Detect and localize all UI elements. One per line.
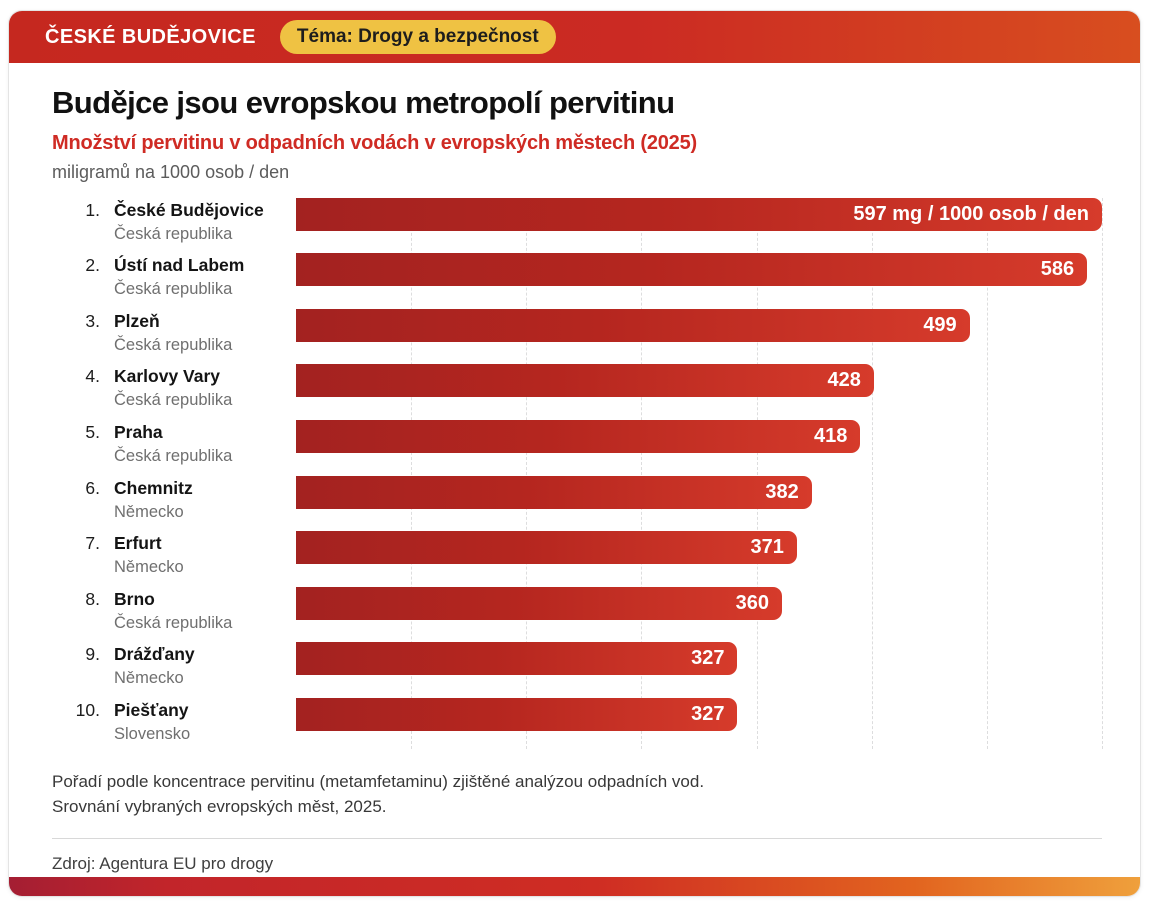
bar-zone: 499 [296,308,1102,342]
city-block: Erfurt Německo [100,531,296,578]
country-label: Německo [114,669,184,688]
rank-label: 1. [85,199,100,220]
bar-zone: 586 [296,253,1102,287]
gridline [1102,197,1103,750]
city-label: Ústí nad Labem [114,255,245,276]
city-block: Piešťany Slovensko [100,698,296,745]
chart-subtitle: Množství pervitinu v odpadních vodách v … [52,131,697,154]
bar-zone: 371 [296,531,1102,565]
chart-row: 9. Drážďany Německo 327 [52,642,1102,698]
value-bar: 360 [296,586,783,620]
city-label: České Budějovice [114,199,264,220]
content-area: Budějce jsou evropskou metropolí perviti… [9,63,1140,877]
chart-rows: 1. České Budějovice Česká republika 597 … [52,197,1102,754]
chart-row: 4. Karlovy Vary Česká republika 428 [52,364,1102,420]
chart-units-label: miligramů na 1000 osob / den [52,161,290,182]
chart-row: 7. Erfurt Německo 371 [52,531,1102,587]
city-label: Plzeň [114,310,160,331]
city-label: Erfurt [114,533,162,554]
value-label: 327 [691,647,725,670]
chart-row: 5. Praha Česká republika 418 [52,419,1102,476]
footnote: Pořadí podle koncentrace pervitinu (meta… [52,770,1102,818]
country-label: Německo [114,558,184,577]
rank-label: 9. [85,644,100,665]
value-bar: 586 [296,253,1088,287]
bar-zone: 597 mg / 1000 osob / den [296,197,1102,231]
value-bar: 499 [296,308,970,342]
chart-row: 6. Chemnitz Německo 382 [52,475,1102,532]
value-label: 382 [765,480,799,503]
bar-zone: 360 [296,586,1102,620]
bar-zone: 327 [296,642,1102,676]
value-bar: 418 [296,419,861,453]
bar-zone: 428 [296,364,1102,398]
value-bar: 327 [296,697,738,731]
city-block: Praha Česká republika [100,420,296,467]
country-label: Česká republika [114,391,233,410]
header-bar: ČESKÉ BUDĚJOVICE Téma: Drogy a bezpečnos… [9,11,1140,63]
topic-badge: Téma: Drogy a bezpečnost [279,20,556,54]
city-block: Plzeň Česká republika [100,309,296,356]
rank-label: 5. [85,421,100,442]
chart-row: 3. Plzeň Česká republika 499 [52,308,1102,365]
city-label: Praha [114,421,163,442]
chart-row: 8. Brno Česká republika 360 [52,586,1102,643]
value-label: 418 [813,424,848,447]
rank-label: 2. [85,255,100,276]
chart-row: 1. České Budějovice Česká republika 597 … [52,197,1102,254]
rank-label: 10. [75,699,100,720]
rank-label: 4. [85,366,100,387]
country-label: Německo [114,502,184,521]
bar-zone: 327 [296,697,1102,731]
value-label: 428 [827,369,861,392]
country-label: Česká republika [114,446,233,465]
value-label: 371 [750,536,784,559]
city-label: Piešťany [114,699,189,720]
infographic-card: ČESKÉ BUDĚJOVICE Téma: Drogy a bezpečnos… [8,10,1141,897]
footnote-line1: Pořadí podle koncentrace pervitinu (meta… [52,772,705,792]
value-bar: 428 [296,364,874,398]
brand-title: ČESKÉ BUDĚJOVICE [45,25,256,48]
chart-row: 10. Piešťany Slovensko 327 [52,697,1102,754]
city-label: Drážďany [114,644,195,665]
city-label: Karlovy Vary [114,366,221,387]
city-label: Chemnitz [114,477,193,498]
bar-zone: 418 [296,419,1102,453]
country-label: Česká republika [114,224,233,243]
country-label: Česká republika [114,613,233,632]
value-bar: 597 mg / 1000 osob / den [296,197,1102,231]
country-label: Česká republika [114,280,233,299]
value-label: 499 [923,313,957,336]
rank-label: 7. [85,533,100,554]
city-block: Brno Česká republika [100,587,296,634]
city-block: Chemnitz Německo [100,476,296,523]
value-bar: 382 [296,475,812,509]
city-block: Ústí nad Labem Česká republika [100,253,296,300]
divider [52,837,1102,839]
value-label: 360 [735,591,770,614]
bottom-gradient-bar [9,877,1140,896]
value-label: 586 [1040,258,1075,281]
chart-row: 2. Ústí nad Labem Česká republika 586 [52,253,1102,309]
value-bar: 327 [296,642,738,676]
city-label: Brno [114,588,155,609]
footnote-line2: Srovnání vybraných evropských měst, 2025… [52,796,387,816]
rank-label: 6. [85,477,100,498]
city-block: Karlovy Vary Česká republika [100,364,296,411]
city-block: Drážďany Německo [100,642,296,689]
rank-label: 8. [85,588,100,609]
source-credit: Zdroj: Agentura EU pro drogy [52,853,274,873]
page-title: Budějce jsou evropskou metropolí perviti… [52,85,675,120]
value-label: 597 mg / 1000 osob / den [853,202,1089,225]
country-label: Česká republika [114,335,233,354]
rank-label: 3. [85,310,100,331]
bar-zone: 382 [296,475,1102,509]
city-block: České Budějovice Česká republika [100,198,296,245]
bar-chart: 1. České Budějovice Česká republika 597 … [52,197,1103,754]
value-bar: 371 [296,531,797,565]
country-label: Slovensko [114,724,191,743]
value-label: 327 [691,702,725,725]
